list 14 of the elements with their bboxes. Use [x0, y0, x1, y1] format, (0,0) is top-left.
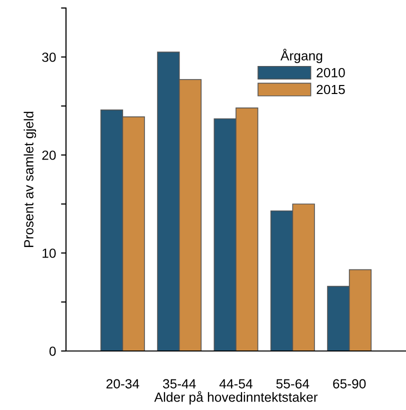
- y-tick-label: 10: [42, 248, 56, 258]
- x-axis-title: Alder på hovedinntektstaker: [154, 391, 318, 404]
- y-axis-title: Prosent av samlet gjeld: [24, 112, 36, 247]
- y-tick-label: 30: [42, 52, 56, 62]
- x-tick-label: 35-44: [162, 379, 196, 388]
- x-tick-label: 65-90: [333, 379, 366, 388]
- legend-label: 2015: [316, 84, 345, 94]
- x-tick-label: 44-54: [219, 379, 252, 388]
- x-tick-label: 55-64: [276, 379, 310, 388]
- y-tick-label: 0: [49, 346, 56, 356]
- x-tick-label: 20-34: [106, 379, 140, 388]
- legend-label: 2010: [316, 68, 345, 78]
- y-tick-label: 20: [42, 150, 56, 160]
- legend-title: Årgang: [280, 48, 322, 64]
